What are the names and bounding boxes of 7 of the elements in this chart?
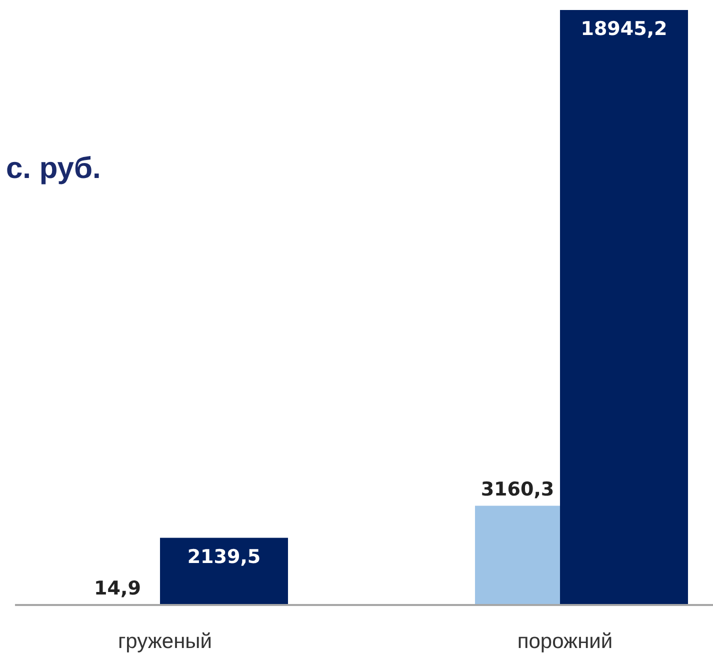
data-label: 2139,5: [187, 546, 261, 568]
data-label: 3160,3: [480, 478, 554, 501]
text: с. руб.: [6, 152, 101, 185]
data-label: 14,9: [94, 578, 141, 600]
x-tick-label: порожний: [517, 630, 613, 653]
x-tick-label: груженый: [118, 630, 212, 653]
data-label: 18945,2: [580, 18, 668, 40]
